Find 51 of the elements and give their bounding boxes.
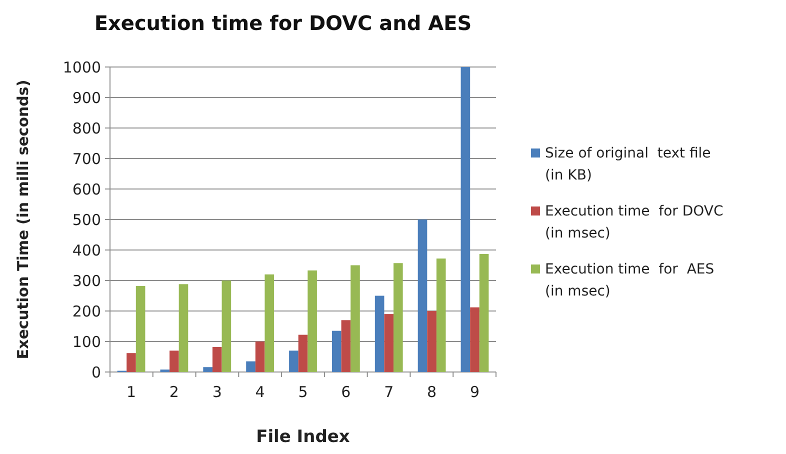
bar — [308, 270, 317, 372]
bar — [470, 307, 480, 372]
chart-title: Execution time for DOVC and AES — [94, 11, 472, 35]
y-tick-label: 0 — [91, 363, 101, 382]
bar — [460, 67, 470, 372]
x-tick-label: 7 — [384, 383, 394, 401]
bar — [418, 220, 428, 372]
bar — [203, 367, 212, 372]
bar — [170, 350, 179, 372]
bar — [264, 274, 274, 372]
y-tick-label: 800 — [72, 119, 101, 138]
bar — [289, 350, 298, 372]
bar — [332, 330, 342, 372]
bar — [246, 361, 256, 372]
bar — [255, 342, 265, 372]
bar — [136, 286, 146, 372]
bar — [436, 258, 446, 372]
y-tick-label: 600 — [72, 180, 101, 198]
bar — [341, 320, 351, 372]
legend-label: Size of original text file (in KB) — [545, 146, 711, 184]
y-axis-title: Execution Time (in milli seconds) — [14, 80, 32, 360]
x-tick-label: 9 — [470, 383, 480, 401]
bar — [178, 284, 188, 372]
x-tick-label: 8 — [427, 383, 437, 401]
x-axis-title: File Index — [256, 427, 350, 447]
legend-label: Execution time for DOVC (in msec) — [545, 204, 724, 242]
bar — [374, 296, 384, 372]
y-tick-label: 100 — [72, 332, 101, 351]
bar — [427, 311, 436, 372]
legend-label: Execution time for AES (in msec) — [545, 262, 714, 300]
x-tick-label: 6 — [341, 383, 351, 401]
x-tick-label: 3 — [212, 383, 222, 401]
y-tick-label: 300 — [72, 272, 101, 290]
x-tick-label: 1 — [126, 383, 136, 401]
bar — [298, 334, 308, 372]
bar — [212, 346, 222, 372]
bar — [479, 254, 489, 372]
y-tick-label: 700 — [72, 150, 101, 168]
x-tick-label: 5 — [298, 383, 308, 401]
y-tick-label: 500 — [72, 210, 101, 229]
bar — [222, 280, 232, 372]
y-tick-label: 400 — [72, 241, 101, 260]
bar — [394, 263, 403, 372]
y-tick-label: 1000 — [62, 58, 101, 76]
x-tick-label: 4 — [255, 383, 265, 401]
x-tick-label: 2 — [169, 383, 179, 401]
y-tick-label: 200 — [72, 302, 101, 320]
bar — [384, 314, 394, 372]
y-tick-label: 900 — [72, 88, 101, 107]
bar — [126, 353, 136, 372]
bar — [350, 265, 360, 372]
